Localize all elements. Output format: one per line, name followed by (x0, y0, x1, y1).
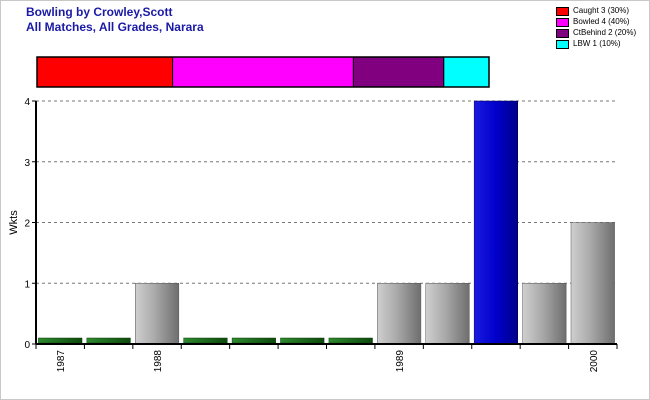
y-axis-label: Wkts (8, 210, 20, 235)
y-tick-label: 0 (24, 340, 30, 351)
legend-item-bowled: Bowled 4 (40%) (556, 17, 646, 27)
legend-swatch-bowled (556, 17, 569, 27)
bar (425, 283, 470, 345)
legend-label-lbw: LBW 1 (10%) (573, 39, 621, 48)
y-tick-label: 4 (24, 97, 30, 108)
legend-item-lbw: LBW 1 (10%) (556, 39, 646, 49)
dismissal-strip-border (36, 56, 490, 88)
chart-title: Bowling by Crowley,Scott (26, 5, 173, 19)
bar (183, 337, 228, 344)
dismissal-segment-lbw (443, 56, 490, 88)
y-tick-label: 3 (24, 158, 30, 169)
bar (280, 337, 325, 344)
dismissal-segment-bowled (172, 56, 354, 88)
y-tick-label: 2 (24, 219, 30, 230)
x-tick-label-1989: 1989 (395, 350, 406, 373)
bar (377, 283, 422, 345)
bar (86, 337, 131, 344)
legend: Caught 3 (30%) Bowled 4 (40%) CtBehind 2… (556, 6, 646, 50)
legend-label-caught: Caught 3 (30%) (573, 6, 630, 15)
bar (38, 337, 83, 344)
dismissal-segment-ctbehind (352, 56, 445, 88)
chart-subtitle: All Matches, All Grades, Narara (26, 20, 204, 34)
legend-label-bowled: Bowled 4 (40%) (573, 17, 630, 26)
legend-swatch-lbw (556, 39, 569, 49)
bar (570, 222, 615, 345)
x-tick-label-2000: 2000 (589, 350, 600, 373)
bar (522, 283, 567, 345)
legend-item-ctbehind: CtBehind 2 (20%) (556, 28, 646, 38)
bar (231, 337, 276, 344)
bar (473, 100, 518, 345)
bar (135, 283, 180, 345)
bar (328, 337, 373, 344)
x-tick-label-1987: 1987 (56, 350, 67, 373)
y-tick-label: 1 (24, 279, 30, 290)
legend-swatch-caught (556, 6, 569, 16)
legend-item-caught: Caught 3 (30%) (556, 6, 646, 16)
legend-swatch-ctbehind (556, 28, 569, 38)
x-tick-label-1988: 1988 (153, 350, 164, 373)
dismissal-segment-caught (36, 56, 174, 88)
legend-label-ctbehind: CtBehind 2 (20%) (573, 28, 637, 37)
